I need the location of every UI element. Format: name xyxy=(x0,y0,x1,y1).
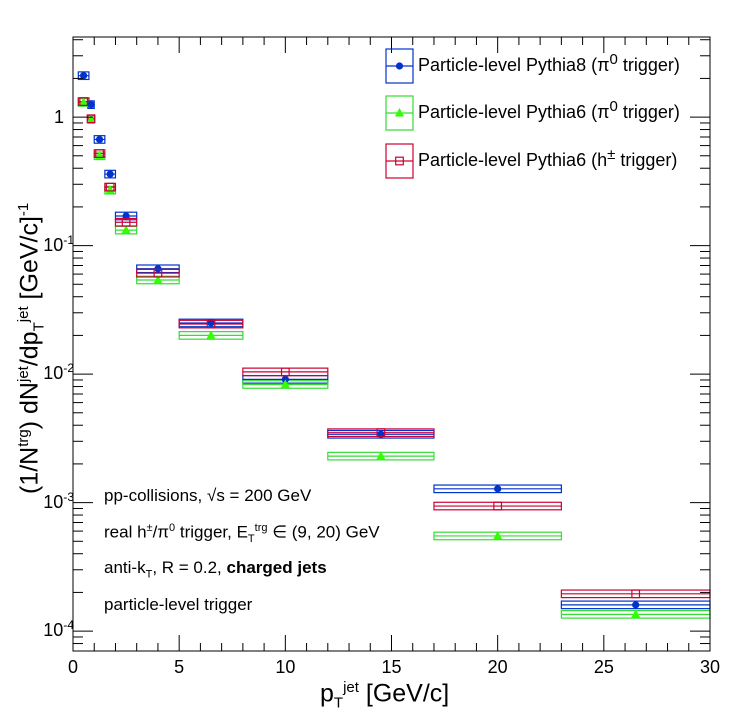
x-tick-label: 15 xyxy=(381,657,401,677)
data-point-s1-p7 xyxy=(280,379,290,388)
annotations: pp-collisions, √s = 200 GeV real h±/π0 tr… xyxy=(104,487,380,614)
data-point-s2-p2 xyxy=(95,149,104,158)
y-tick-label-box: 10-4 xyxy=(43,618,74,641)
annotation-0: pp-collisions, √s = 200 GeV xyxy=(104,487,312,505)
legend-label-1: Particle-level Pythia6 (π0 trigger) xyxy=(418,99,680,122)
data-point-s1-p10 xyxy=(631,609,641,618)
legend: Particle-level Pythia8 (π0 trigger) Parti… xyxy=(385,48,680,179)
annotation-0-box: pp-collisions, √s = 200 GeV xyxy=(104,487,312,505)
y-tick-label: 10-3 xyxy=(43,489,74,512)
annotation-1-box: real h±/π0 trigger, ETtrg ∈ (9, 20) GeV xyxy=(104,523,380,546)
data-point-s1-p8 xyxy=(376,451,386,460)
x-tick-label: 25 xyxy=(594,657,614,677)
legend-label-1-box: Particle-level Pythia6 (π0 trigger) xyxy=(418,99,680,122)
data-point-s2-p9 xyxy=(493,501,503,511)
x-tick-label: 5 xyxy=(174,657,184,677)
data-point-s0-p0 xyxy=(80,72,88,80)
y-tick-label-box: 10-3 xyxy=(43,489,74,512)
x-tick-label: 20 xyxy=(488,657,508,677)
data-point-s2-p1 xyxy=(86,114,96,124)
legend-label-0: Particle-level Pythia8 (π0 trigger) xyxy=(418,52,680,75)
data-point-s2-p3 xyxy=(105,182,115,192)
annotation-2: anti-kT, R = 0.2, charged jets xyxy=(104,559,327,581)
y-tick-label: 10-1 xyxy=(43,232,74,255)
legend-label-0-box: Particle-level Pythia8 (π0 trigger) xyxy=(418,52,680,75)
y-axis-title: (1/Ntrg) dNjet/dpTjet [GeV/c]-1 xyxy=(15,202,48,494)
data-point-s2-p8 xyxy=(376,428,386,438)
data-point-s0-p6 xyxy=(207,319,215,327)
y-tick-label-box: 10-2 xyxy=(43,361,74,384)
data-point-s1-p9 xyxy=(493,530,503,540)
legend-marker-1 xyxy=(394,108,405,117)
data-point-s2-p6 xyxy=(206,319,216,329)
axis-tick-labels: 0 5 10 15 20 25 30 10-4 10-3 10-2 10-1 1 xyxy=(43,107,720,677)
y-tick-label-box: 10-1 xyxy=(43,232,74,255)
annotation-1: real h±/π0 trigger, ETtrg ∈ (9, 20) GeV xyxy=(104,523,380,546)
data-point-s0-p2 xyxy=(95,135,104,144)
x-tick-label: 30 xyxy=(700,657,720,677)
y-axis-title-box: (1/Ntrg) dNjet/dpTjet [GeV/c]-1 xyxy=(15,202,48,494)
data-point-s2-p4 xyxy=(121,217,131,227)
data-point-s2-p10 xyxy=(631,589,641,599)
data-point-s1-p6 xyxy=(206,330,216,339)
x-axis-title-box: pTjet [GeV/c] xyxy=(320,679,450,712)
data-point-s0-p10 xyxy=(632,601,640,609)
data-point-s2-p0 xyxy=(79,97,89,106)
x-tick-label: 10 xyxy=(275,657,295,677)
legend-marker-2 xyxy=(395,156,404,166)
y-tick-label: 10-4 xyxy=(43,618,74,641)
data-point-s0-p1 xyxy=(87,101,95,109)
data-point-s1-p4 xyxy=(121,225,131,234)
x-tick-label: 0 xyxy=(68,657,78,677)
data-point-s0-p7 xyxy=(281,375,289,383)
data-markers xyxy=(79,72,641,618)
legend-label-2-box: Particle-level Pythia6 (h± trigger) xyxy=(418,147,678,170)
data-point-s2-p5 xyxy=(153,268,163,278)
legend-label-2: Particle-level Pythia6 (h± trigger) xyxy=(418,147,678,170)
data-point-s1-p5 xyxy=(153,274,163,284)
data-point-s0-p3 xyxy=(106,170,114,178)
y-tick-label: 1 xyxy=(54,107,64,127)
axis-titles: pTjet [GeV/c] (1/Ntrg) dNjet/dpTjet [GeV/… xyxy=(15,202,450,712)
y-tick-label: 10-2 xyxy=(43,361,74,384)
data-point-s0-p4 xyxy=(122,212,130,220)
data-point-s0-p9 xyxy=(494,485,502,493)
annotation-3: particle-level trigger xyxy=(104,596,253,614)
data-point-s2-p7 xyxy=(280,367,290,377)
axis-ticks xyxy=(72,37,711,652)
legend-marker-0 xyxy=(395,62,404,70)
annotation-2-box: anti-kT, R = 0.2, charged jets xyxy=(104,559,327,581)
annotation-3-box: particle-level trigger xyxy=(104,596,253,614)
data-point-s1-p1 xyxy=(86,114,96,123)
data-point-s1-p0 xyxy=(79,97,89,106)
x-axis-title: pTjet [GeV/c] xyxy=(320,679,450,712)
